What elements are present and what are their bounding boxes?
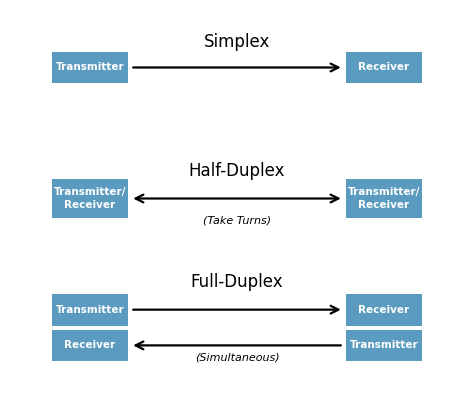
FancyBboxPatch shape [346,330,422,361]
Text: (Simultaneous): (Simultaneous) [195,352,279,362]
Text: Half-Duplex: Half-Duplex [189,162,285,180]
Text: Transmitter/
Receiver: Transmitter/ Receiver [348,187,420,210]
Text: Receiver: Receiver [64,340,116,351]
FancyBboxPatch shape [346,52,422,83]
FancyBboxPatch shape [52,330,128,361]
FancyBboxPatch shape [52,179,128,218]
FancyBboxPatch shape [52,52,128,83]
Text: Receiver: Receiver [358,62,410,73]
Text: Transmitter: Transmitter [350,340,418,351]
Text: Receiver: Receiver [358,304,410,315]
FancyBboxPatch shape [346,294,422,326]
Text: Transmitter: Transmitter [56,62,124,73]
FancyBboxPatch shape [52,294,128,326]
Text: Simplex: Simplex [204,33,270,51]
Text: (Take Turns): (Take Turns) [203,215,271,225]
Text: Transmitter/
Receiver: Transmitter/ Receiver [54,187,126,210]
Text: Full-Duplex: Full-Duplex [191,273,283,291]
Text: Transmitter: Transmitter [56,304,124,315]
FancyBboxPatch shape [346,179,422,218]
